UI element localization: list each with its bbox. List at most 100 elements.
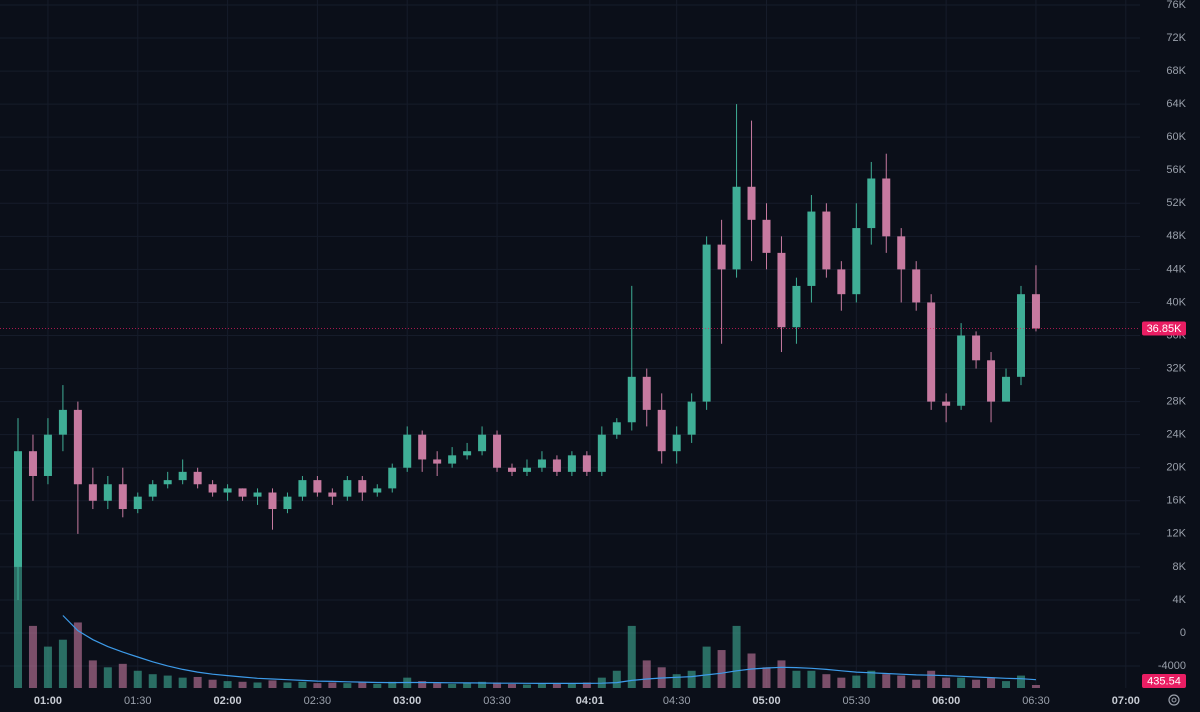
volume-bar [253, 682, 262, 688]
settings-ring[interactable] [1168, 694, 1180, 706]
candle-body [522, 467, 531, 472]
candle-body [193, 471, 202, 485]
y-tick-label: 28K [1166, 396, 1186, 408]
x-tick-label: 06:00 [932, 695, 960, 707]
candle-body [508, 467, 517, 472]
volume-bar [897, 675, 906, 688]
volume-bar [942, 677, 951, 688]
volume-bar [852, 675, 861, 688]
volume-bar [582, 682, 591, 688]
volume-bar [103, 667, 112, 688]
candle-body [403, 434, 412, 468]
candle-body [163, 480, 172, 485]
candle-body [118, 484, 127, 510]
candle-body [942, 401, 951, 406]
y-tick-label: 76K [1166, 0, 1186, 11]
volume-bar [343, 683, 352, 688]
volume-bar [537, 683, 546, 688]
candle-body [418, 434, 427, 460]
volume-bar [777, 660, 786, 688]
candle-body [448, 455, 457, 464]
candle-body [762, 219, 771, 253]
candle-body [253, 492, 262, 497]
volume-bar [702, 646, 711, 688]
candle-body [687, 401, 696, 435]
candle-body [238, 488, 247, 497]
last-price-label: 36.85K [1147, 323, 1183, 335]
candle-body [732, 186, 741, 270]
x-tick-label: 05:30 [843, 695, 871, 707]
y-tick-label: 64K [1166, 98, 1186, 110]
candle-body [747, 186, 756, 220]
volume-bar [522, 684, 531, 688]
candle-body [717, 244, 726, 270]
candle-body [567, 455, 576, 472]
volume-bar [448, 683, 457, 688]
candle-body [852, 228, 861, 295]
volume-bar [747, 653, 756, 688]
volume-bar [208, 679, 217, 688]
candle-body [493, 434, 502, 468]
volume-bar [882, 674, 891, 688]
candle-body [14, 451, 22, 567]
volume-bar [313, 683, 322, 688]
candle-body [537, 459, 546, 468]
y-tick-label: 44K [1166, 263, 1186, 275]
candle-body [433, 459, 442, 464]
candle-body [897, 236, 906, 270]
volume-bar [627, 625, 636, 688]
y-tick-label: 32K [1166, 362, 1186, 374]
volume-bar [867, 670, 876, 688]
candle-body [702, 244, 711, 402]
candle-body [582, 455, 591, 472]
volume-bar [88, 660, 97, 688]
candle-body [88, 484, 97, 501]
candle-body [657, 409, 666, 452]
candle-body [208, 484, 217, 493]
volume-bar [732, 625, 741, 688]
candle-body [792, 285, 801, 328]
volume-bar [567, 683, 576, 688]
settings-icon[interactable] [1168, 694, 1180, 706]
volume-bar [687, 670, 696, 688]
volume-bar [298, 681, 307, 688]
volume-bar [373, 683, 382, 688]
volume-bar [193, 676, 202, 688]
volume-bar [672, 674, 681, 688]
y-tick-label: 8K [1173, 561, 1187, 573]
candle-body [987, 360, 996, 402]
y-tick-label: 20K [1166, 462, 1186, 474]
volume-bar [223, 681, 232, 688]
volume-bar [807, 670, 816, 688]
settings-dot[interactable] [1171, 697, 1177, 703]
volume-bar [1031, 684, 1040, 688]
volume-bar [14, 550, 22, 688]
x-tick-label: 05:00 [752, 695, 780, 707]
volume-bar [1002, 681, 1011, 688]
volume-bar [148, 674, 157, 688]
candle-body [58, 409, 67, 435]
candle-body [1031, 294, 1040, 329]
candle-body [133, 496, 142, 510]
x-tick-label: 03:30 [483, 695, 511, 707]
candle-body [882, 178, 891, 237]
volume-bar [717, 650, 726, 688]
y-tick-label: 0 [1180, 627, 1186, 639]
candle-body [388, 467, 397, 489]
candle-body [972, 335, 981, 361]
volume-bar [642, 660, 651, 688]
volume-bar [987, 677, 996, 688]
candle-body [1002, 376, 1011, 402]
volume-bar [43, 646, 52, 688]
candle-body [178, 471, 187, 481]
candle-body [552, 459, 561, 472]
volume-bar [358, 682, 367, 688]
volume-bar [238, 681, 247, 688]
y-tick-label: 72K [1166, 32, 1186, 44]
candle-body [927, 302, 936, 402]
y-tick-label: 16K [1166, 495, 1186, 507]
volume-bar [822, 674, 831, 688]
candle-body [642, 376, 651, 410]
last-price-tag [1142, 321, 1186, 336]
